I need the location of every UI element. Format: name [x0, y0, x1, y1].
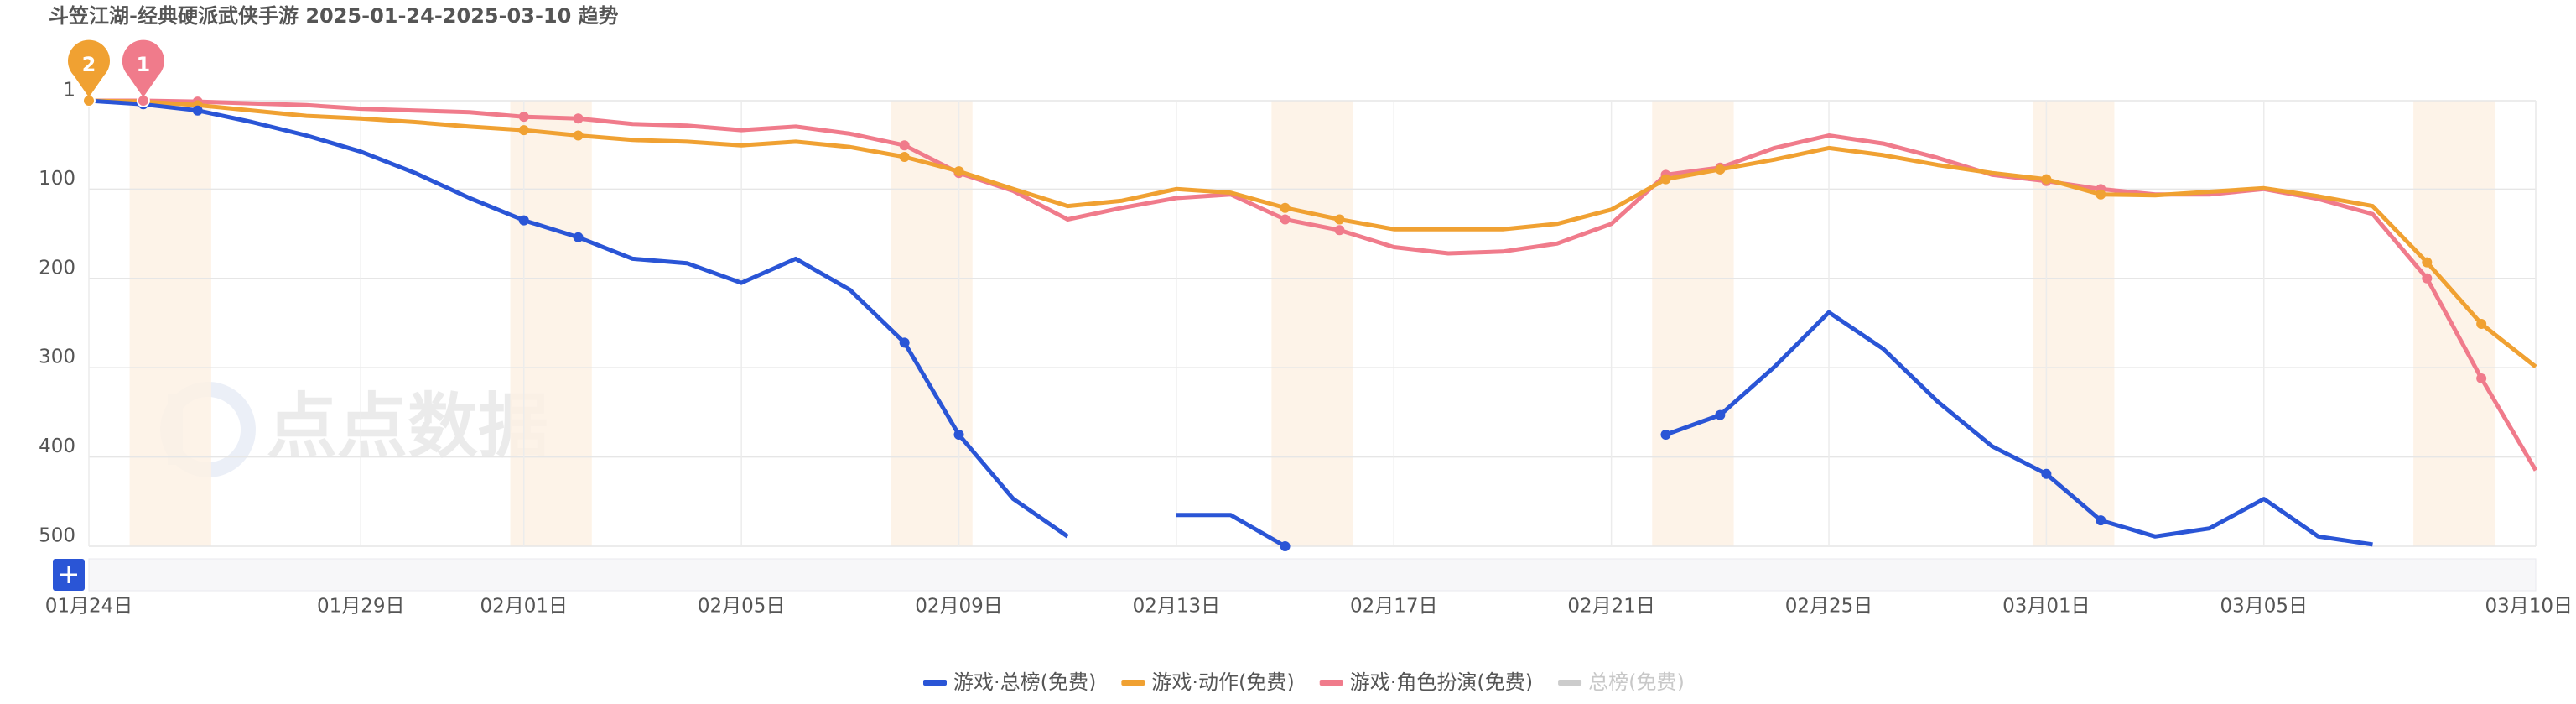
annotation-pin[interactable] — [122, 39, 164, 97]
data-point — [899, 140, 910, 151]
y-tick-label: 400 — [39, 435, 75, 457]
x-tick-label: 03月05日 — [2220, 596, 2309, 618]
legend-label[interactable]: 游戏·动作(免费) — [1151, 670, 1294, 694]
zoom-button-icon — [60, 566, 77, 583]
x-tick-label: 02月21日 — [1567, 596, 1655, 618]
data-point — [953, 166, 964, 177]
legend-label[interactable]: 游戏·角色扮演(免费) — [1350, 670, 1533, 694]
legend-label[interactable]: 总榜(免费) — [1588, 670, 1685, 694]
x-tick-label: 02月09日 — [915, 596, 1003, 618]
x-tick-label: 03月10日 — [2485, 596, 2573, 618]
data-point — [1280, 202, 1291, 213]
series-line — [88, 98, 2373, 549]
y-tick-label: 500 — [39, 525, 75, 547]
annotation-label: 2 — [82, 53, 96, 76]
y-tick-label: 1 — [63, 80, 75, 102]
x-tick-label: 02月13日 — [1133, 596, 1221, 618]
data-point — [1334, 225, 1345, 236]
y-tick-label: 100 — [39, 168, 75, 190]
data-point — [573, 113, 584, 124]
x-tick-label: 02月25日 — [1785, 596, 1873, 618]
data-point — [1660, 429, 1671, 440]
x-tick-label: 02月01日 — [480, 596, 568, 618]
weekend-band — [2033, 101, 2115, 546]
legend-swatch — [1319, 680, 1343, 686]
series-line — [89, 98, 2538, 472]
data-point — [573, 130, 584, 141]
data-point — [2422, 273, 2433, 284]
data-point — [2041, 468, 2052, 479]
series-line — [88, 98, 2537, 369]
x-tick-label: 01月24日 — [45, 596, 133, 618]
legend-swatch — [923, 680, 947, 686]
weekend-band — [510, 101, 592, 546]
weekend-band — [129, 101, 211, 546]
data-point — [518, 112, 529, 123]
legend-swatch — [1121, 680, 1145, 686]
data-point — [899, 152, 910, 163]
data-point — [2476, 373, 2487, 383]
x-tick-label: 03月01日 — [2002, 596, 2090, 618]
data-point — [1660, 174, 1671, 185]
legend-swatch — [1558, 680, 1582, 686]
data-point — [2096, 189, 2106, 200]
x-tick-label: 01月29日 — [317, 596, 405, 618]
data-point — [1715, 164, 1726, 175]
y-tick-label: 200 — [39, 257, 75, 279]
data-point — [953, 429, 964, 440]
data-point — [573, 232, 584, 242]
watermark-text: 点点数据 — [267, 385, 548, 467]
chart-title: 斗笠江湖-经典硬派武侠手游 2025-01-24-2025-03-10 趋势 — [49, 4, 619, 28]
data-point — [1334, 214, 1345, 225]
data-point — [192, 105, 203, 116]
data-point — [518, 125, 529, 136]
data-point — [2041, 174, 2052, 185]
annotation-label: 1 — [136, 53, 150, 76]
y-tick-label: 300 — [39, 347, 75, 368]
data-point — [1280, 214, 1291, 225]
x-tick-label: 02月17日 — [1350, 596, 1438, 618]
data-point — [1280, 541, 1291, 551]
data-point — [2476, 319, 2487, 330]
data-point — [2096, 515, 2106, 526]
zoom-slider[interactable] — [88, 558, 2537, 592]
data-point — [518, 215, 529, 226]
data-point — [1715, 409, 1726, 420]
weekend-band — [1271, 101, 1353, 546]
x-tick-label: 02月05日 — [698, 596, 786, 618]
legend-label[interactable]: 游戏·总榜(免费) — [953, 670, 1096, 694]
data-point — [2422, 257, 2433, 268]
data-point — [899, 337, 910, 348]
annotation-pin[interactable] — [67, 39, 110, 97]
